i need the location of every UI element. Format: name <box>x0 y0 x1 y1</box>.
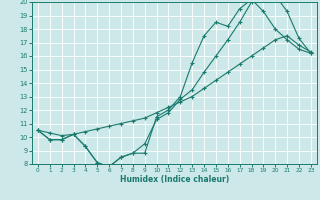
X-axis label: Humidex (Indice chaleur): Humidex (Indice chaleur) <box>120 175 229 184</box>
